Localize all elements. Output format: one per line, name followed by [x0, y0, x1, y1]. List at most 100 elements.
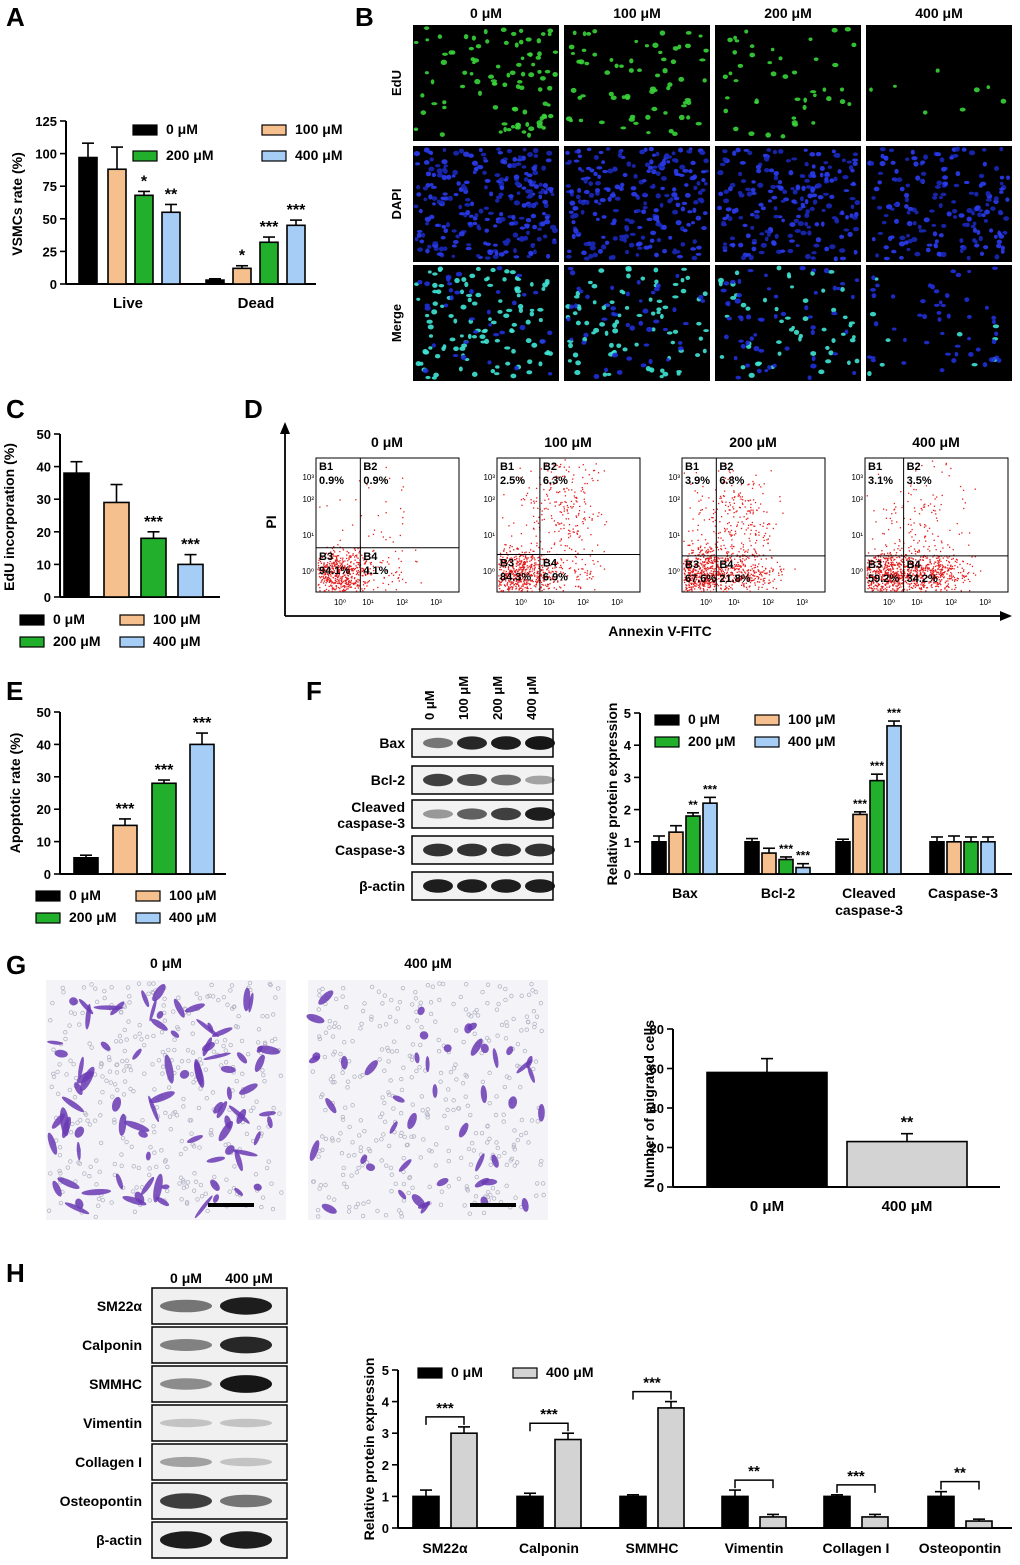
flow-event	[733, 534, 736, 536]
flow-event	[739, 507, 741, 509]
flow-event	[707, 574, 709, 576]
flow-event	[874, 570, 877, 573]
flow-event	[943, 577, 945, 579]
flow-event	[962, 560, 964, 562]
flow-event	[548, 571, 551, 574]
flow-event	[912, 566, 914, 569]
flow-event	[899, 574, 901, 577]
flow-event	[869, 574, 872, 577]
flow-event	[504, 573, 506, 575]
flow-event	[741, 572, 743, 574]
flow-event	[893, 572, 895, 574]
flow-event	[344, 560, 346, 562]
nucleus	[698, 294, 704, 300]
flow-event	[879, 563, 881, 565]
flow-event	[382, 536, 385, 538]
flow-event	[693, 585, 696, 587]
flow-event	[726, 590, 728, 593]
flow-event	[508, 590, 510, 592]
flow-event	[344, 589, 347, 592]
flow-event	[555, 524, 557, 527]
flow-event	[922, 584, 924, 586]
flow-event	[350, 568, 353, 570]
nucleus	[439, 200, 445, 204]
nucleus	[589, 245, 596, 251]
flow-event	[972, 572, 975, 574]
nucleus	[722, 245, 728, 250]
flow-event	[402, 486, 405, 488]
flow-event	[759, 503, 762, 505]
micrograph-dapi-3	[866, 146, 1012, 262]
flow-event	[565, 469, 568, 471]
nucleus	[944, 352, 951, 356]
flow-event	[684, 570, 687, 572]
nucleus	[531, 62, 536, 67]
flow-event	[567, 506, 569, 509]
nucleus	[525, 217, 532, 223]
flow-event	[890, 569, 892, 571]
nucleus	[666, 358, 670, 362]
nucleus	[476, 224, 481, 230]
quadrant-name: B1	[319, 461, 333, 473]
flow-event	[907, 583, 909, 585]
nucleus	[788, 170, 794, 176]
flow-event	[882, 568, 885, 571]
nucleus	[906, 210, 911, 215]
nucleus	[934, 185, 941, 189]
flow-event	[515, 587, 518, 589]
flow-event	[880, 553, 882, 556]
flow-event	[605, 521, 608, 523]
flow-event	[896, 590, 898, 592]
flow-event	[540, 502, 543, 504]
flow-event	[700, 545, 702, 547]
flow-event	[730, 559, 733, 561]
y-axis-label: VSMCs rate (%)	[9, 152, 25, 255]
flow-event	[937, 585, 940, 588]
flow-event	[385, 512, 387, 514]
nucleus	[447, 195, 453, 202]
flow-event	[325, 588, 328, 591]
flow-event	[703, 554, 706, 556]
nucleus	[982, 161, 987, 167]
nucleus	[583, 189, 590, 195]
flow-event	[694, 580, 696, 583]
flow-event	[689, 574, 692, 576]
flow-event	[700, 509, 702, 511]
flow-event	[766, 572, 768, 574]
flow-event	[511, 558, 514, 560]
flow-event	[717, 549, 720, 551]
flow-event	[362, 581, 365, 583]
flow-event	[881, 580, 883, 582]
flow-event	[902, 572, 904, 575]
nucleus	[515, 182, 522, 186]
nucleus	[976, 229, 981, 235]
flow-event	[558, 466, 560, 468]
legend-A-swatch	[261, 150, 287, 162]
flow-event	[361, 570, 363, 573]
flow-event	[892, 576, 894, 578]
nucleus	[773, 294, 779, 299]
flow-event	[726, 566, 728, 569]
flow-event	[697, 562, 699, 564]
flow-event	[877, 556, 880, 558]
flow-event	[955, 558, 958, 561]
nucleus	[966, 207, 973, 214]
flow-event	[327, 562, 329, 564]
flow-event	[320, 581, 322, 583]
nucleus	[805, 209, 811, 214]
flow-event	[594, 589, 596, 591]
flow-event	[348, 555, 351, 557]
flow-event	[726, 559, 728, 562]
nucleus	[659, 161, 667, 167]
flow-event	[529, 584, 531, 586]
flow-event	[381, 562, 383, 564]
flow-event	[899, 568, 902, 571]
flow-event	[902, 579, 904, 581]
flow-event	[529, 560, 531, 562]
flow-event	[896, 577, 898, 579]
flow-event	[525, 569, 527, 571]
flow-event	[752, 564, 754, 566]
nucleus	[518, 28, 524, 34]
flow-event	[521, 479, 523, 481]
nucleus	[920, 171, 927, 176]
